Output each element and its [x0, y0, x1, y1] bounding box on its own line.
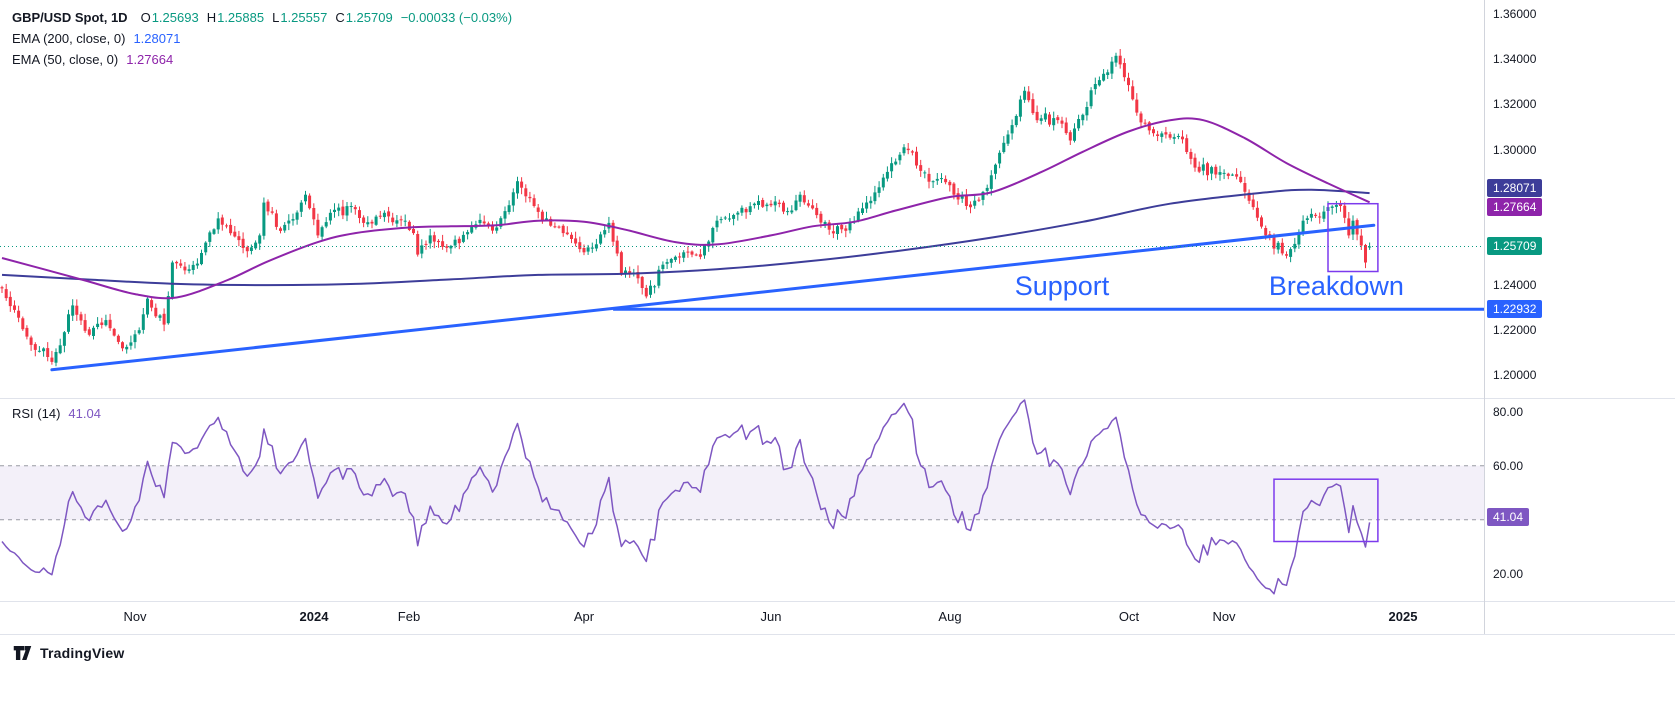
low-value: 1.25557 — [280, 10, 328, 25]
symbol-title[interactable]: GBP/USD Spot, 1D — [12, 10, 128, 25]
support-annotation[interactable]: Support — [1015, 271, 1110, 301]
close-value: 1.25709 — [345, 10, 393, 25]
breakdown-annotation[interactable]: Breakdown — [1269, 271, 1404, 301]
time-axis-label: Feb — [397, 609, 421, 624]
time-axis-label: Jun — [760, 609, 782, 624]
ema200-value: 1.28071 — [133, 31, 181, 46]
ema200-row: EMA (200, close, 0) 1.28071 — [12, 28, 512, 49]
support-level-badge: 1.22932 — [1487, 300, 1543, 318]
time-axis-label: Nov — [1212, 609, 1236, 624]
rsi-value: 41.04 — [68, 406, 101, 421]
rsi-tick-label: 60.00 — [1493, 459, 1524, 473]
rsi-tick-label: 80.00 — [1493, 405, 1524, 419]
price-tick-label: 1.22000 — [1493, 323, 1537, 337]
candlestick-chart-canvas[interactable]: Support Breakdown — [0, 0, 1484, 398]
ema50-label[interactable]: EMA (50, close, 0) — [12, 52, 119, 67]
ema200-price-badge: 1.28071 — [1487, 179, 1543, 197]
price-axis[interactable]: 1.36000 1.34000 1.32000 1.30000 1.24000 1.220… — [1485, 0, 1675, 398]
price-tick-label: 1.36000 — [1493, 7, 1537, 21]
change-value: −0.00033 (−0.03%) — [400, 10, 513, 25]
time-axis-label: Nov — [123, 609, 147, 624]
time-axis-label: 2024 — [299, 609, 329, 624]
rsi-row: RSI (14) 41.04 — [12, 403, 101, 424]
rsi-legend: RSI (14) 41.04 — [12, 403, 101, 424]
pane-divider[interactable] — [0, 398, 1675, 399]
ema50-line[interactable] — [1, 117, 1371, 300]
ema200-label[interactable]: EMA (200, close, 0) — [12, 31, 126, 46]
low-label: L — [272, 10, 280, 25]
time-axis-label: Oct — [1118, 609, 1140, 624]
ema50-price-badge: 1.27664 — [1487, 198, 1543, 216]
ema50-value: 1.27664 — [126, 52, 174, 67]
rsi-label[interactable]: RSI (14) — [12, 406, 61, 421]
price-tick-label: 1.30000 — [1493, 143, 1537, 157]
main-legend: GBP/USD Spot, 1D O1.25693 H1.25885 L1.25557… — [12, 7, 512, 70]
price-tick-label: 1.24000 — [1493, 278, 1537, 292]
high-value: 1.25885 — [217, 10, 265, 25]
footer-divider — [0, 634, 1675, 635]
time-axis-label: Aug — [938, 609, 962, 624]
support-trendline[interactable] — [50, 223, 1376, 372]
rsi-band — [0, 465, 1484, 520]
time-axis-divider — [0, 601, 1675, 602]
tradingview-logo-icon[interactable] — [12, 644, 33, 662]
tradingview-brand[interactable]: TradingView — [40, 645, 125, 661]
time-axis-label: 2025 — [1388, 609, 1418, 624]
rsi-chart-canvas[interactable] — [0, 398, 1484, 601]
rsi-line — [1, 399, 1371, 595]
rsi-scale-axis[interactable]: 80.00 60.00 20.00 41.04 — [1485, 398, 1675, 601]
rsi-value-badge: 41.04 — [1487, 508, 1530, 526]
symbol-row: GBP/USD Spot, 1D O1.25693 H1.25885 L1.25557… — [12, 7, 512, 28]
rsi-highlight-box[interactable] — [1273, 478, 1379, 543]
open-label: O — [140, 10, 151, 25]
price-tick-label: 1.20000 — [1493, 368, 1537, 382]
candlestick-series — [0, 49, 1372, 367]
price-tick-label: 1.32000 — [1493, 97, 1537, 111]
price-tick-label: 1.34000 — [1493, 52, 1537, 66]
ema200-line[interactable] — [1, 188, 1370, 287]
rsi-tick-label: 20.00 — [1493, 567, 1524, 581]
open-value: 1.25693 — [151, 10, 199, 25]
time-axis-label: Apr — [573, 609, 595, 624]
rsi-pane[interactable]: RSI (14) 41.04 80.00 60.00 20.00 41.04 — [0, 398, 1675, 601]
ema50-row: EMA (50, close, 0) 1.27664 — [12, 49, 512, 70]
time-axis[interactable]: Nov 2024 Feb Apr Jun Aug Oct Nov 2025 — [0, 601, 1675, 634]
close-label: C — [335, 10, 345, 25]
breakdown-highlight-box[interactable] — [1327, 202, 1379, 273]
price-scale-border — [1484, 0, 1485, 634]
high-label: H — [206, 10, 217, 25]
last-price-badge: 1.25709 — [1487, 237, 1543, 255]
price-pane[interactable]: Support Breakdown GBP/USD Spot, 1D O1.2569… — [0, 0, 1675, 398]
footer: TradingView — [0, 634, 1675, 672]
